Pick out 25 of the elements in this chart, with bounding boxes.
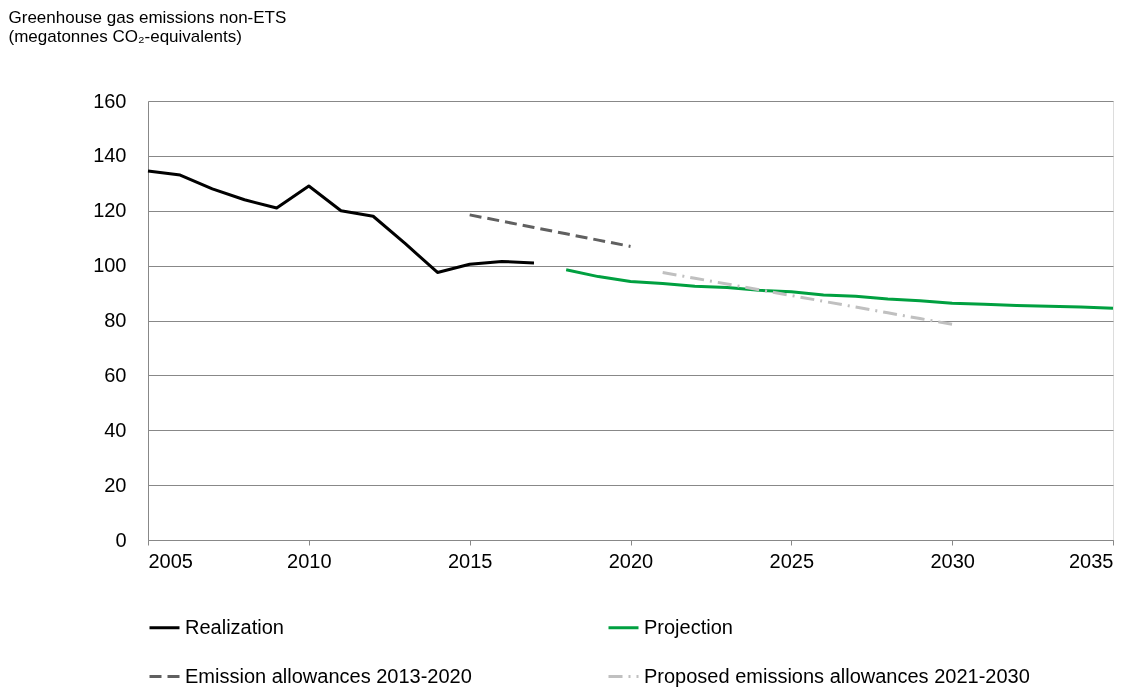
- y-axis-title: Greenhouse gas emissions non-ETS (megatonnes CO₂-equivalents): [8, 7, 287, 46]
- y-tick-label: 100: [93, 254, 127, 277]
- line-series: [146, 169, 536, 274]
- x-tick-label: 2010: [287, 549, 332, 572]
- y-tick-label: 80: [104, 309, 127, 331]
- x-tick-label: 2020: [608, 549, 654, 572]
- legend-label: Projection: [644, 615, 733, 638]
- x-tick-label: 2035: [1069, 549, 1114, 572]
- x-tick-label: 2015: [447, 549, 493, 572]
- line-series: [661, 270, 954, 326]
- y-tick-label: 140: [93, 144, 127, 167]
- x-tick-label: 2005: [148, 549, 193, 572]
- y-tick-label: 120: [93, 199, 127, 222]
- x-tick-label: 2030: [930, 549, 975, 572]
- line-series: [564, 268, 1115, 310]
- y-tick-label: 0: [115, 528, 127, 551]
- y-tick-label: 40: [104, 418, 127, 441]
- legend-label: Proposed emissions allowances 2021-2030: [644, 664, 1030, 687]
- legend-label: Realization: [185, 615, 284, 638]
- y-tick-label: 160: [93, 89, 127, 112]
- line-series: [468, 213, 632, 248]
- x-tick-label: 2025: [769, 549, 815, 572]
- y-tick-label: 60: [104, 363, 127, 386]
- y-tick-label: 20: [104, 473, 127, 496]
- legend-label: Emission allowances 2013-2020: [185, 664, 472, 687]
